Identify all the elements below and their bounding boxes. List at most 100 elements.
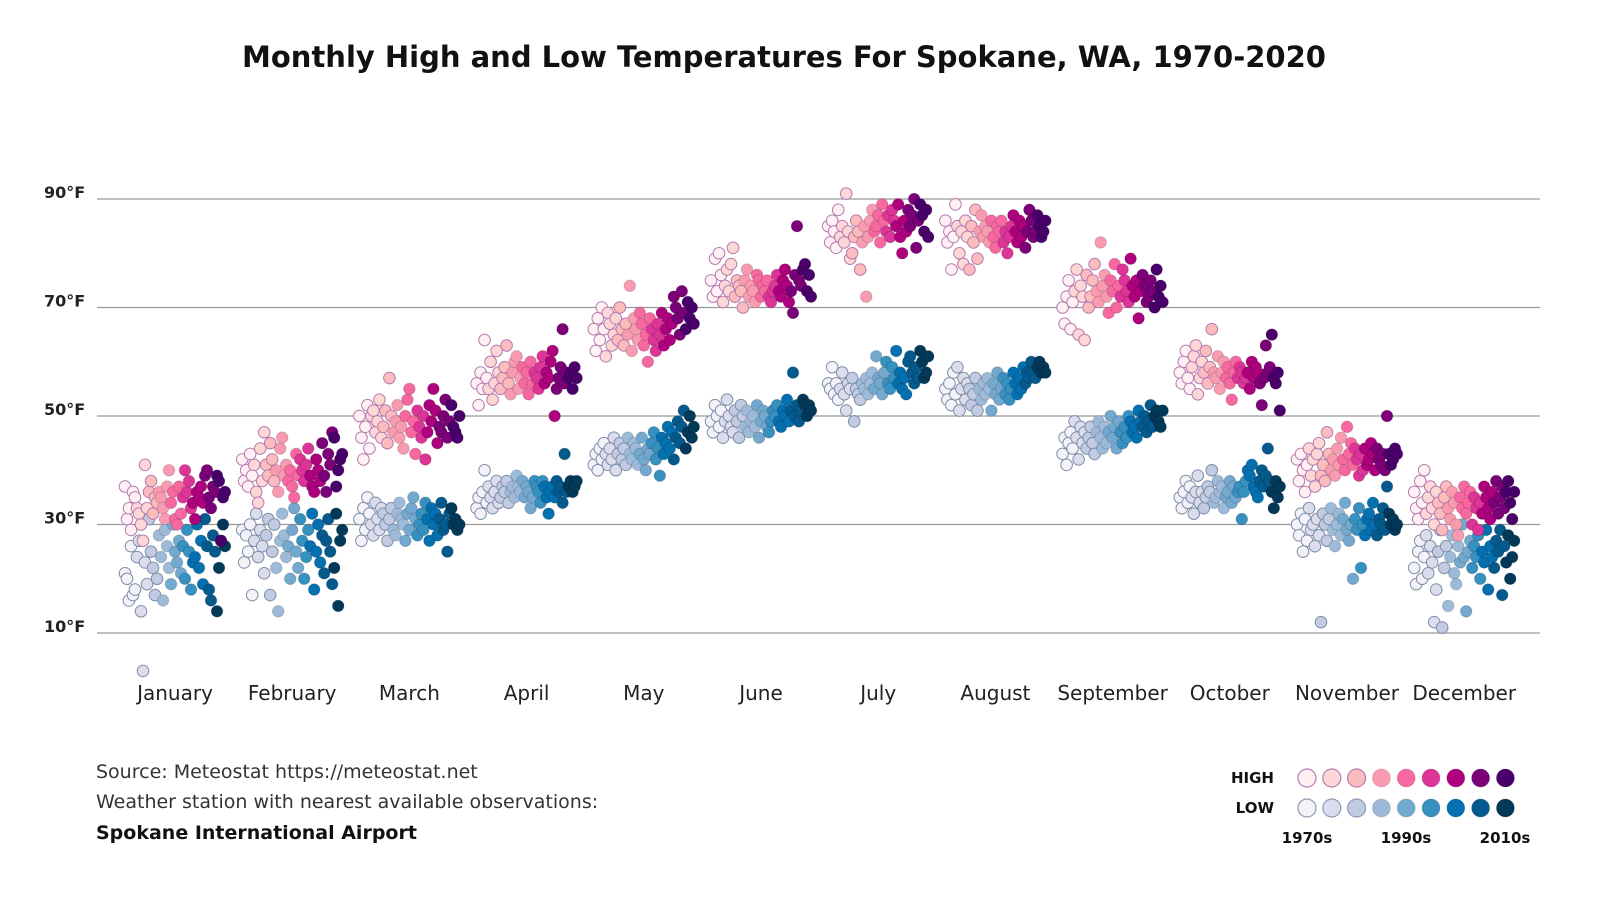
low-point (1362, 507, 1376, 520)
low-point (393, 496, 406, 510)
legend-low-swatch (1371, 798, 1392, 818)
low-point (1459, 605, 1473, 618)
high-point (891, 198, 905, 211)
high-point (1298, 485, 1312, 499)
high-point (546, 344, 559, 358)
low-point (353, 512, 366, 526)
legend-low-swatch (1470, 798, 1491, 818)
high-point (451, 431, 464, 445)
low-point (716, 431, 730, 445)
legend-high-swatch (1371, 768, 1392, 788)
low-point (445, 501, 458, 515)
low-point (1437, 561, 1451, 575)
high-point (1380, 409, 1394, 423)
low-point (417, 523, 430, 537)
high-point (307, 485, 321, 499)
low-point (1296, 545, 1310, 558)
high-point (625, 344, 639, 358)
low-point (150, 572, 164, 586)
high-point (1271, 366, 1285, 379)
high-point (1181, 371, 1195, 385)
high-point (782, 295, 796, 309)
low-point (275, 507, 289, 520)
x-tick-label: December (1412, 681, 1516, 705)
high-point (1086, 274, 1099, 287)
low-point (1425, 556, 1439, 569)
high-point (1110, 301, 1123, 314)
high-point (273, 442, 287, 455)
x-tick-label: September (1057, 681, 1168, 705)
low-point (985, 404, 998, 417)
high-point (953, 246, 966, 260)
legend-decade-1990s: 1990s (1381, 829, 1432, 847)
high-point (524, 355, 537, 369)
low-point (1473, 572, 1487, 586)
legend-high-swatch (1322, 768, 1342, 788)
low-point (1421, 567, 1435, 580)
low-point (204, 594, 218, 607)
high-point (548, 409, 561, 423)
low-point (845, 371, 859, 385)
high-point (419, 453, 432, 466)
high-point (895, 246, 909, 260)
low-point (1267, 501, 1281, 515)
high-point (401, 393, 414, 407)
legend-low-swatch (1495, 798, 1516, 818)
high-point (1037, 225, 1050, 238)
high-point (214, 534, 228, 548)
high-point (247, 458, 261, 472)
high-point (359, 420, 372, 434)
low-point (399, 534, 412, 548)
low-point (591, 463, 605, 477)
high-point (1116, 263, 1129, 276)
station-note: Weather station with nearest available o… (96, 791, 598, 813)
high-point (453, 409, 466, 423)
high-point (963, 263, 976, 276)
station-name: Spokane International Airport (96, 822, 417, 844)
low-point (1154, 420, 1167, 434)
low-point (389, 529, 402, 542)
low-point (667, 453, 681, 466)
low-point (134, 605, 148, 618)
legend-low-swatch (1421, 798, 1441, 818)
legend-low-swatch (1346, 798, 1367, 818)
high-point (1225, 393, 1239, 407)
high-point (875, 198, 889, 211)
high-point (381, 436, 394, 450)
high-point (1039, 214, 1052, 227)
high-point (1435, 523, 1449, 537)
low-point (1487, 561, 1501, 575)
low-point (407, 491, 420, 504)
high-point (1269, 377, 1283, 390)
high-point (1451, 529, 1465, 542)
high-point (740, 263, 754, 276)
high-point (335, 447, 349, 461)
low-point (307, 583, 321, 596)
low-point (283, 572, 297, 586)
low-point (170, 556, 184, 569)
high-point (486, 393, 499, 407)
high-point (1505, 512, 1519, 526)
high-point (146, 507, 160, 520)
high-point (1413, 474, 1427, 488)
low-point (889, 344, 903, 358)
low-point (243, 518, 257, 531)
x-tick-label: August (960, 681, 1030, 705)
x-tick-label: June (737, 681, 783, 705)
high-point (1150, 263, 1163, 276)
low-point (1191, 469, 1205, 482)
low-point (1039, 366, 1052, 379)
low-point (178, 572, 192, 586)
high-point (1156, 295, 1169, 309)
high-point (194, 480, 208, 493)
high-point (377, 420, 390, 434)
low-point (1366, 496, 1380, 510)
low-point (558, 447, 571, 461)
high-point (675, 284, 689, 298)
high-point (566, 382, 579, 396)
high-point (790, 219, 804, 233)
low-point (685, 431, 699, 445)
high-point (1088, 257, 1101, 271)
high-point (421, 425, 434, 439)
